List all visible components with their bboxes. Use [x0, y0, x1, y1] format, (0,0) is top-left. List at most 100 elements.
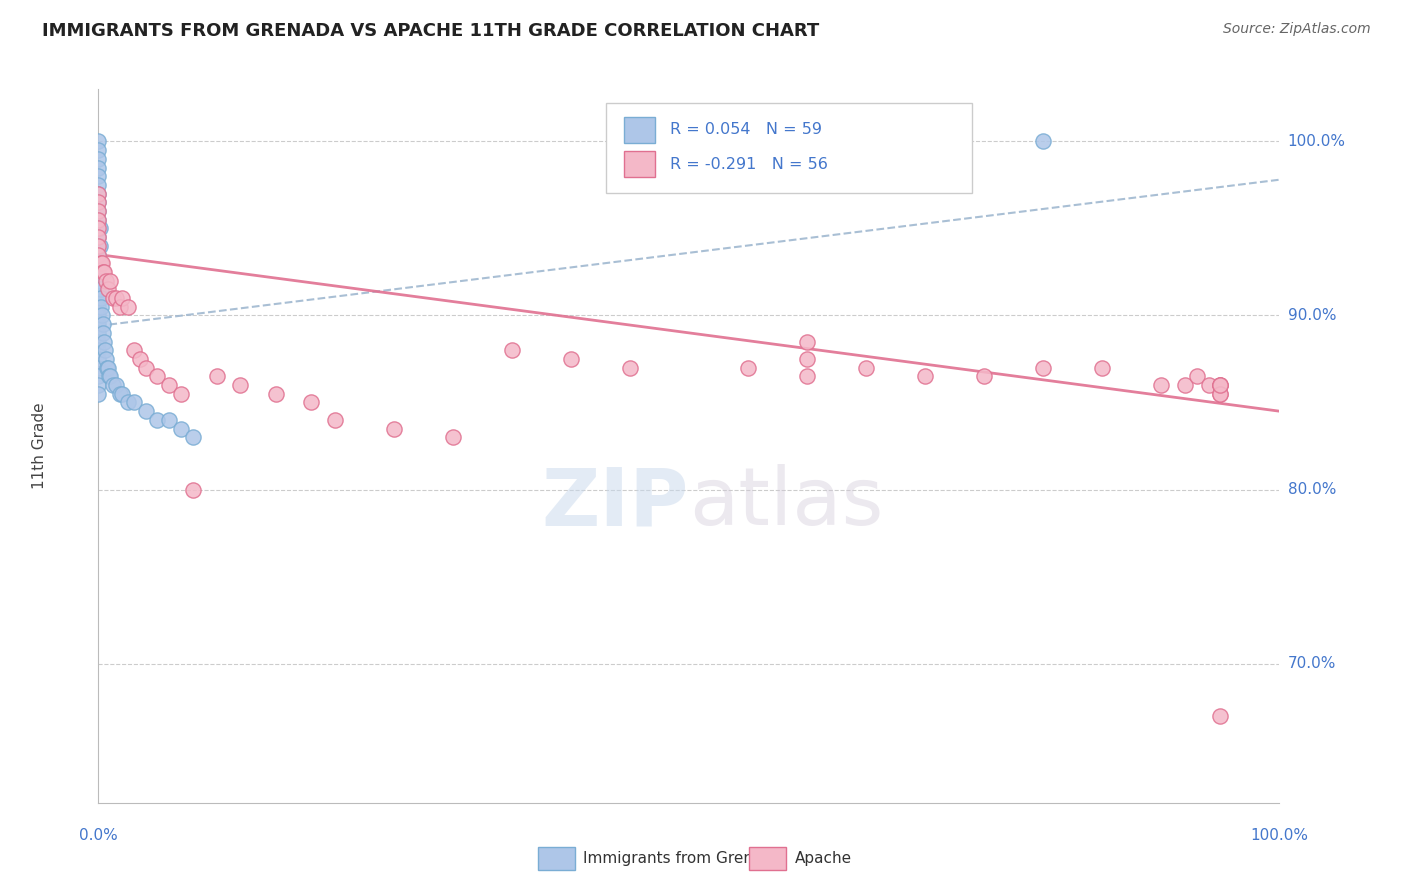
Text: atlas: atlas [689, 464, 883, 542]
Point [299, 395, 322, 409]
Point [87, 143, 110, 157]
Text: 11th Grade: 11th Grade [32, 402, 46, 490]
Text: Apache: Apache [794, 851, 852, 865]
Point [93, 334, 115, 349]
Point [90, 282, 112, 296]
Point [87, 265, 110, 279]
Point [128, 351, 150, 366]
Point [87, 186, 110, 201]
Point [89, 221, 111, 235]
Point [101, 291, 124, 305]
FancyBboxPatch shape [606, 103, 973, 193]
Point [87, 135, 110, 149]
Point [89, 239, 111, 253]
Point [170, 386, 193, 401]
Point [1209, 386, 1232, 401]
Point [87, 378, 110, 392]
Text: Source: ZipAtlas.com: Source: ZipAtlas.com [1223, 22, 1371, 37]
Point [157, 378, 180, 392]
Point [90, 300, 112, 314]
Point [796, 351, 818, 366]
Point [87, 186, 110, 201]
Point [382, 421, 405, 435]
Point [87, 204, 110, 219]
Point [87, 239, 110, 253]
Point [1209, 378, 1232, 392]
Text: 90.0%: 90.0% [1288, 308, 1336, 323]
Point [87, 360, 110, 375]
Point [117, 300, 139, 314]
Point [1150, 378, 1173, 392]
Text: 100.0%: 100.0% [1250, 828, 1309, 843]
Point [737, 360, 759, 375]
Point [1091, 360, 1114, 375]
Point [501, 343, 523, 358]
Text: 100.0%: 100.0% [1288, 134, 1346, 149]
Point [87, 221, 110, 235]
Point [87, 343, 110, 358]
Point [87, 178, 110, 192]
Point [91, 309, 114, 323]
Point [90, 256, 112, 270]
Point [146, 413, 169, 427]
Point [560, 351, 582, 366]
Point [87, 152, 110, 166]
Point [89, 274, 111, 288]
Point [87, 282, 110, 296]
Point [87, 334, 110, 349]
Point [97, 360, 120, 375]
Point [91, 317, 114, 331]
Point [87, 195, 110, 210]
Text: IMMIGRANTS FROM GRENADA VS APACHE 11TH GRADE CORRELATION CHART: IMMIGRANTS FROM GRENADA VS APACHE 11TH G… [42, 22, 820, 40]
Text: 70.0%: 70.0% [1288, 656, 1336, 671]
Text: 0.0%: 0.0% [79, 828, 118, 843]
Point [87, 291, 110, 305]
Point [89, 256, 111, 270]
Point [181, 430, 204, 444]
Point [97, 282, 120, 296]
Point [87, 274, 110, 288]
Point [146, 369, 169, 384]
Text: 80.0%: 80.0% [1288, 482, 1336, 497]
Point [135, 360, 157, 375]
Point [135, 404, 157, 418]
FancyBboxPatch shape [624, 117, 655, 143]
Point [91, 256, 114, 270]
Point [87, 247, 110, 261]
Point [1198, 378, 1220, 392]
Point [111, 291, 134, 305]
Point [87, 221, 110, 235]
Point [619, 360, 641, 375]
Point [205, 369, 228, 384]
Point [1032, 135, 1054, 149]
Point [87, 369, 110, 384]
Point [264, 386, 287, 401]
Point [122, 343, 145, 358]
Point [94, 343, 117, 358]
Point [91, 265, 114, 279]
Point [170, 421, 193, 435]
Point [973, 369, 995, 384]
Point [98, 369, 121, 384]
Point [94, 351, 117, 366]
Point [87, 256, 110, 270]
Point [87, 212, 110, 227]
Point [796, 334, 818, 349]
Text: ZIP: ZIP [541, 464, 689, 542]
Point [94, 274, 117, 288]
Point [229, 378, 252, 392]
FancyBboxPatch shape [624, 152, 655, 177]
Point [87, 204, 110, 219]
Point [105, 291, 128, 305]
Point [87, 230, 110, 244]
Point [122, 395, 145, 409]
Point [87, 351, 110, 366]
Point [87, 247, 110, 261]
Point [117, 395, 139, 409]
Point [323, 413, 346, 427]
Point [111, 386, 134, 401]
Point [87, 195, 110, 210]
Point [1032, 360, 1054, 375]
Text: Immigrants from Grenada: Immigrants from Grenada [583, 851, 782, 865]
Point [93, 265, 115, 279]
